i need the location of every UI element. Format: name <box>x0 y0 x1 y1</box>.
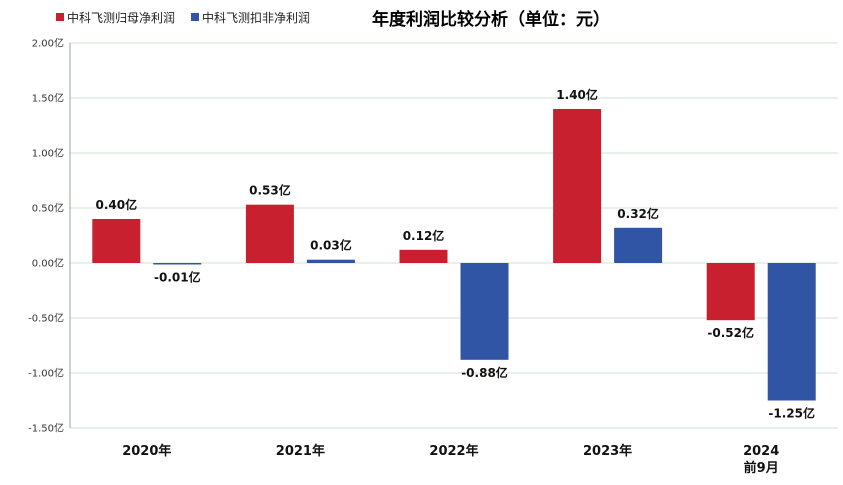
bar-series-1 <box>399 249 448 263</box>
x-category-label: 2024 <box>743 444 779 459</box>
data-label: 0.53亿 <box>249 183 291 198</box>
legend: 中科飞测归母净利润 中科飞测扣非净利润 <box>56 10 310 25</box>
data-label: 0.03亿 <box>310 238 352 253</box>
bars <box>92 109 816 401</box>
data-label: -0.88亿 <box>461 365 508 380</box>
data-label: -0.52亿 <box>707 325 754 340</box>
legend-label-series-1: 中科飞测归母净利润 <box>67 10 175 25</box>
data-labels: 0.40亿 -0.01亿 0.53亿 0.03亿 0.12亿 -0.88亿 1.40亿 0.3… <box>95 87 815 421</box>
bar-series-2 <box>153 263 202 265</box>
y-tick-label: -0.50亿 <box>28 312 64 325</box>
bar-series-1 <box>245 204 294 263</box>
bar-series-2 <box>460 263 509 360</box>
x-category-label: 2022年 <box>429 443 478 459</box>
data-label: -0.01亿 <box>154 270 201 285</box>
x-category-label: 2020年 <box>122 443 171 459</box>
bar-series-1 <box>553 109 602 263</box>
data-label: 1.40亿 <box>556 87 598 102</box>
y-tick-label: -1.00亿 <box>28 367 64 380</box>
y-tick-label: 1.50亿 <box>32 92 64 105</box>
y-axis-ticks: 2.00亿 1.50亿 1.00亿 0.50亿 0.00亿 -0.50亿 -1.00亿 -1.… <box>28 37 64 435</box>
bar-series-2 <box>767 263 816 401</box>
bar-series-2 <box>614 227 663 263</box>
x-category-label: 2021年 <box>276 443 325 459</box>
legend-label-series-2: 中科飞测扣非净利润 <box>202 10 310 25</box>
data-label: -1.25亿 <box>768 406 815 421</box>
x-category-label: 前9月 <box>744 460 779 476</box>
data-label: 0.32亿 <box>617 206 659 221</box>
data-label: 0.40亿 <box>95 197 137 212</box>
bar-series-2 <box>306 259 355 263</box>
bar-series-1 <box>92 219 141 263</box>
y-tick-label: 2.00亿 <box>32 37 64 50</box>
x-category-label: 2023年 <box>583 443 632 459</box>
data-label: 0.12亿 <box>403 228 445 243</box>
y-tick-label: 0.00亿 <box>32 257 64 270</box>
gridlines <box>69 42 838 429</box>
y-tick-label: 1.00亿 <box>32 147 64 160</box>
legend-swatch-series-1 <box>56 13 64 21</box>
y-tick-label: -1.50亿 <box>28 422 64 435</box>
bar-series-1 <box>706 263 755 321</box>
legend-swatch-series-2 <box>191 13 199 21</box>
chart-title: 年度利润比较分析（单位：元） <box>372 9 610 30</box>
y-tick-label: 0.50亿 <box>32 202 64 215</box>
